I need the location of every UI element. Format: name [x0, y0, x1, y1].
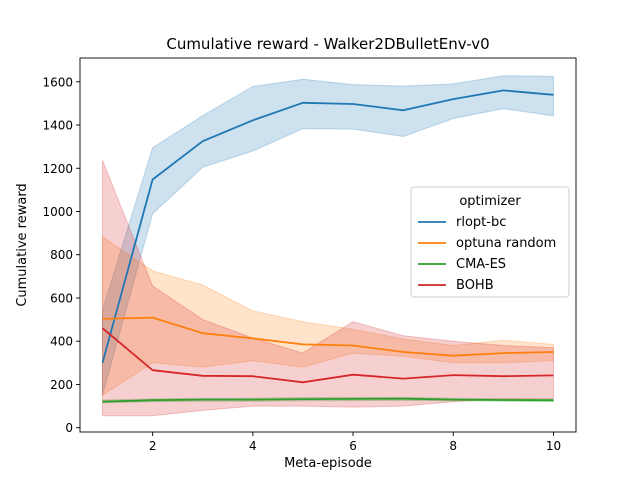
x-axis-label: Meta-episode — [284, 456, 372, 471]
y-tick-label: 1600 — [42, 75, 73, 89]
y-axis-label: Cumulative reward — [15, 183, 30, 306]
line-rlopt-bc — [101, 89, 554, 364]
line-cma-es — [102, 397, 554, 403]
x-tick-label: 8 — [449, 439, 457, 453]
x-tick-label: 10 — [546, 439, 561, 453]
legend-box — [410, 186, 570, 298]
y-tick-label: 0 — [65, 421, 73, 435]
series-lines — [101, 89, 554, 403]
legend-label-cma-es: CMA-ES — [456, 257, 506, 272]
y-tick-label: 1000 — [42, 205, 73, 219]
x-axis: 2 4 6 8 10 — [149, 432, 561, 453]
legend-label-bohb: BOHB — [456, 278, 494, 293]
chart-title: Cumulative reward - Walker2DBulletEnv-v0 — [166, 35, 489, 53]
y-tick-label: 200 — [50, 378, 73, 392]
y-tick-label: 1400 — [42, 119, 73, 133]
y-tick-label: 1200 — [42, 162, 73, 176]
plot-frame — [79, 57, 577, 433]
legend-label-optuna-random: optuna random — [456, 236, 556, 251]
line-bohb — [101, 327, 554, 384]
band-rlopt-bc — [102, 75, 554, 396]
legend-items: rlopt-bc optuna random CMA-ES BOHB — [418, 215, 556, 293]
x-tick-label: 2 — [149, 439, 157, 453]
y-tick-label: 400 — [50, 335, 73, 349]
y-tick-label: 600 — [50, 291, 73, 305]
x-tick-label: 4 — [249, 439, 257, 453]
legend-label-rlopt-bc: rlopt-bc — [456, 215, 506, 230]
x-tick-label: 6 — [349, 439, 357, 453]
line-optuna-random — [102, 316, 554, 357]
legend-title: optimizer — [459, 194, 521, 209]
band-bohb — [102, 160, 554, 417]
y-axis: 0 200 400 600 800 1000 1200 1400 1600 — [42, 75, 80, 435]
legend: optimizer rlopt-bc optuna random CMA-ES BOH… — [410, 186, 570, 298]
y-tick-label: 800 — [50, 248, 73, 262]
